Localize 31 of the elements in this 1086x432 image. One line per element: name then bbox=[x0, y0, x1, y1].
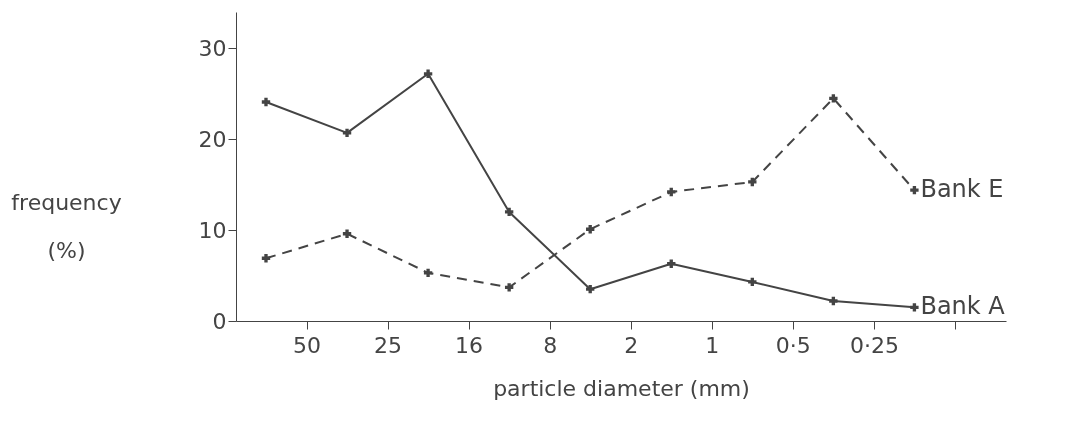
point bbox=[423, 69, 433, 78]
series-label: Bank E bbox=[920, 175, 1004, 204]
y-tick-label: 30 bbox=[198, 35, 227, 61]
y-tick-label: 20 bbox=[198, 126, 227, 152]
x-tick-label: 0·25 bbox=[849, 332, 899, 358]
x-tick-label: 25 bbox=[374, 332, 403, 358]
point bbox=[423, 268, 433, 278]
point bbox=[667, 187, 676, 197]
x-tick-label: 2 bbox=[624, 332, 639, 358]
x-axis-title: particle diameter (mm) bbox=[493, 375, 750, 401]
series-label: Bank A bbox=[920, 292, 1006, 321]
y-tick-label: 10 bbox=[198, 217, 227, 243]
x-tick-label: 50 bbox=[293, 332, 322, 358]
y-tick-label: 0 bbox=[212, 308, 227, 334]
point bbox=[910, 303, 919, 312]
point bbox=[504, 283, 514, 292]
point bbox=[261, 97, 271, 107]
x-tick-label: 8 bbox=[543, 332, 558, 358]
point bbox=[829, 296, 838, 306]
point bbox=[910, 185, 919, 195]
x-tick-label: 1 bbox=[705, 332, 720, 358]
point bbox=[342, 128, 352, 138]
point bbox=[829, 94, 838, 103]
point bbox=[748, 177, 757, 187]
x-tick-label: 16 bbox=[455, 332, 484, 358]
x-tick-label: 0·5 bbox=[775, 332, 811, 358]
point bbox=[342, 229, 352, 238]
point bbox=[748, 277, 757, 287]
point bbox=[261, 254, 271, 263]
y-axis-title: frequency (%) bbox=[11, 189, 122, 263]
point bbox=[504, 207, 514, 217]
